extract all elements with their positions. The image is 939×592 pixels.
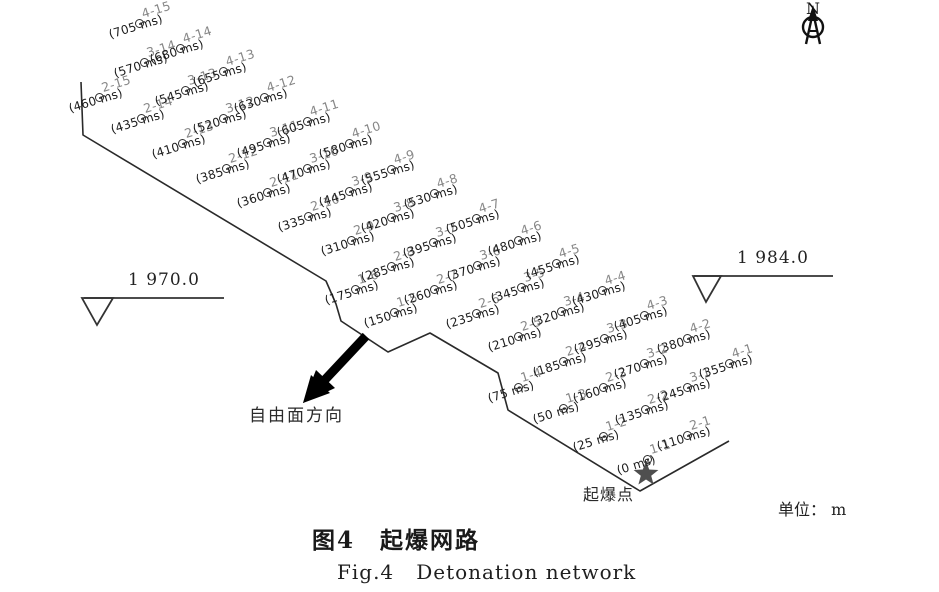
hole-marker-icon: [472, 214, 481, 223]
hole-marker-icon: [219, 67, 228, 76]
hole-marker-icon: [260, 93, 269, 102]
hole-marker-icon: [514, 383, 523, 392]
hole-marker-icon: [181, 86, 190, 95]
hole-marker-icon: [559, 404, 568, 413]
hole-marker-icon: [387, 262, 396, 271]
hole-marker-icon: [514, 236, 523, 245]
hole-marker-icon: [517, 283, 526, 292]
hole-marker-icon: [351, 285, 360, 294]
figure-caption-en: Fig.4 Detonation network: [337, 560, 637, 584]
hole-marker-icon: [600, 334, 609, 343]
hole-marker-icon: [683, 431, 692, 440]
hole-marker-icon: [559, 357, 568, 366]
hole-marker-icon: [263, 188, 272, 197]
hole-marker-icon: [219, 114, 228, 123]
elevation-marker-right: [691, 275, 833, 304]
hole-marker-icon: [683, 383, 692, 392]
hole-marker-icon: [552, 259, 561, 268]
unit-label: 单位： m: [778, 500, 847, 519]
hole-marker-icon: [599, 432, 608, 441]
hole-marker-icon: [429, 238, 438, 247]
hole-marker-icon: [387, 165, 396, 174]
hole-marker-icon: [640, 359, 649, 368]
elevation-left-label: 1 970.0: [128, 270, 200, 290]
hole-marker-icon: [598, 286, 607, 295]
figure-caption-zh: 图4 起爆网路: [312, 527, 481, 554]
hole-marker-icon: [345, 139, 354, 148]
hole-marker-icon: [473, 261, 482, 270]
hole-marker-icon: [178, 139, 187, 148]
hole-marker-icon: [140, 58, 149, 67]
hole-marker-icon: [640, 311, 649, 320]
initiation-star-icon: [633, 461, 659, 485]
elevation-marker-left: [80, 297, 224, 327]
hole-marker-icon: [641, 405, 650, 414]
hole-marker-icon: [303, 164, 312, 173]
hole-marker-icon: [137, 114, 146, 123]
hole-marker-icon: [345, 187, 354, 196]
hole-marker-icon: [387, 213, 396, 222]
hole-marker-icon: [347, 236, 356, 245]
hole-marker-icon: [95, 93, 104, 102]
hole-marker-icon: [725, 359, 734, 368]
hole-marker-icon: [263, 138, 272, 147]
hole-marker-icon: [557, 307, 566, 316]
elevation-right-label: 1 984.0: [737, 248, 809, 268]
hole-marker-icon: [430, 189, 439, 198]
free-face-direction-label: 自由面方向: [249, 406, 344, 426]
hole-marker-icon: [472, 309, 481, 318]
hole-marker-icon: [683, 334, 692, 343]
north-label: N: [806, 0, 820, 18]
hole-marker-icon: [599, 383, 608, 392]
hole-marker-icon: [514, 332, 523, 341]
hole-marker-icon: [643, 455, 652, 464]
hole-marker-icon: [135, 19, 144, 28]
north-arrow-icon: [801, 5, 825, 45]
hole-marker-icon: [430, 285, 439, 294]
hole-marker-icon: [304, 212, 313, 221]
hole-marker-icon: [176, 44, 185, 53]
initiation-point-label: 起爆点: [583, 485, 635, 504]
bench-boundary-outline: [80, 81, 730, 492]
hole-marker-icon: [303, 117, 312, 126]
hole-marker-icon: [222, 164, 231, 173]
free-face-arrow-icon: [303, 332, 370, 403]
hole-marker-icon: [390, 308, 399, 317]
